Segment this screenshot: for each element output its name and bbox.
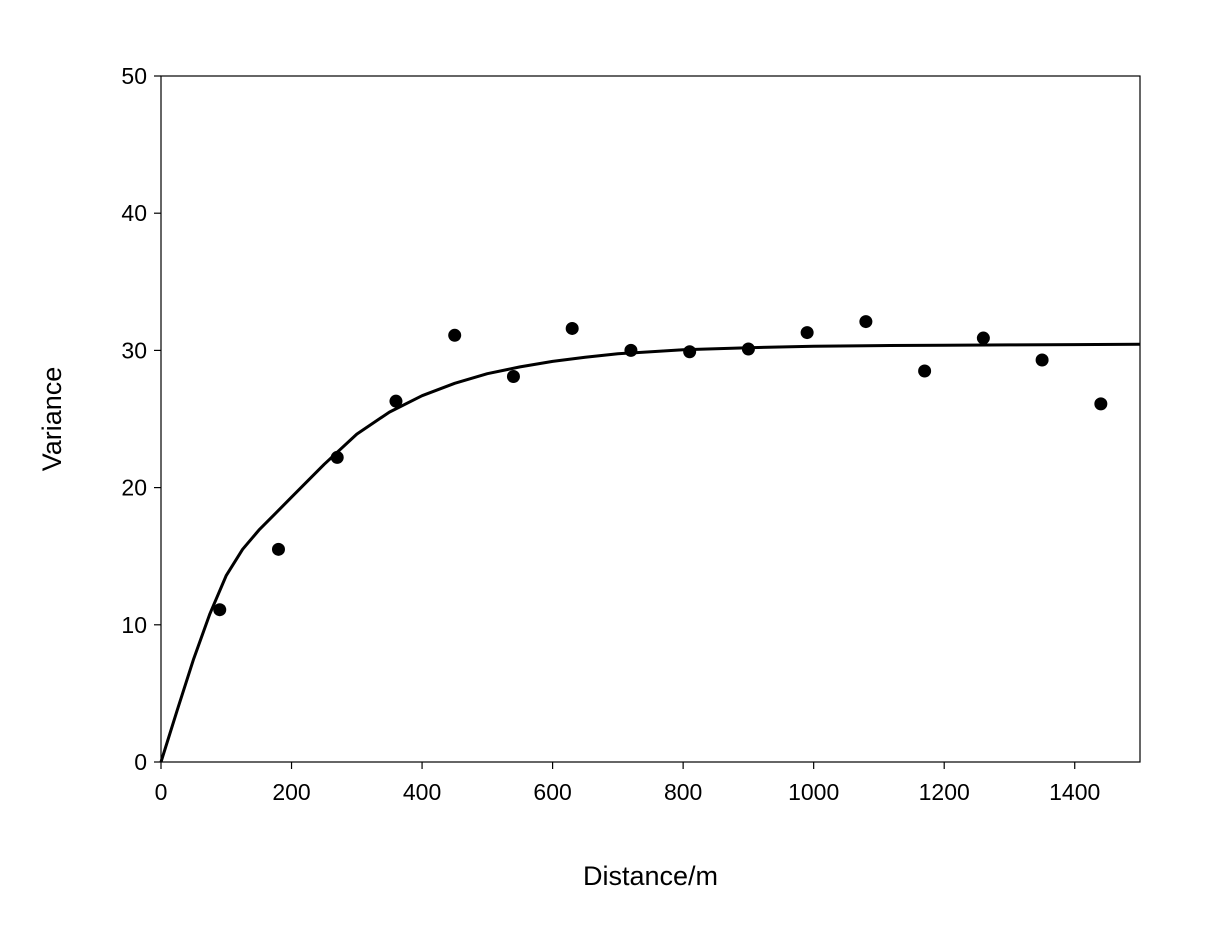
data-point (330, 450, 344, 464)
x-tick-label: 600 (533, 779, 571, 805)
data-point (800, 326, 814, 340)
data-point (389, 394, 403, 408)
data-point (741, 342, 755, 356)
data-point (213, 603, 227, 617)
data-point (683, 345, 697, 359)
y-tick-label: 10 (121, 612, 147, 638)
y-tick-label: 50 (121, 63, 147, 89)
axis-ticks: 0 200 400 600 800 1000 1200 1400 0 10 20 30 40 50 (121, 63, 1100, 805)
data-point (624, 343, 638, 357)
data-point (1035, 353, 1049, 367)
data-point (918, 364, 932, 378)
data-point (271, 542, 285, 556)
fitted-curve-group (159, 342, 1141, 763)
data-point (976, 331, 990, 345)
data-point (506, 369, 520, 383)
fitted-curve-line (159, 342, 1141, 763)
data-point (859, 315, 873, 329)
plot-frame (160, 75, 1141, 763)
x-tick-label: 800 (664, 779, 702, 805)
y-tick-label: 40 (121, 200, 147, 226)
data-point (448, 328, 462, 342)
y-axis-title: Variance (37, 367, 67, 472)
x-tick-label: 1400 (1049, 779, 1100, 805)
x-tick-label: 1000 (788, 779, 839, 805)
y-tick-label: 0 (134, 749, 147, 775)
data-point (1094, 397, 1108, 411)
data-point (565, 321, 579, 335)
x-axis-title: Distance/m (583, 861, 718, 891)
x-tick-label: 200 (272, 779, 310, 805)
x-tick-label: 400 (403, 779, 441, 805)
y-tick-label: 30 (121, 337, 147, 363)
x-tick-label: 1200 (919, 779, 970, 805)
y-tick-label: 20 (121, 475, 147, 501)
x-tick-label: 0 (155, 779, 168, 805)
data-points (213, 315, 1108, 617)
